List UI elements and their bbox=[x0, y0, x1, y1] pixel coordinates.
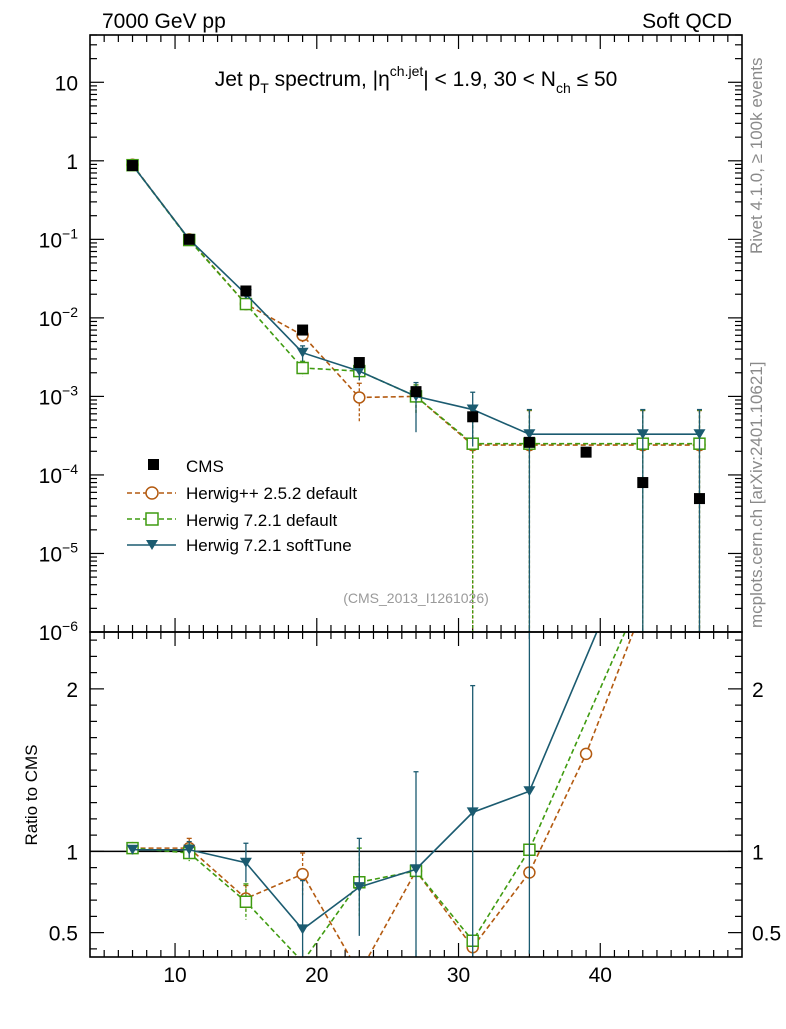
rivet-label: Rivet 4.1.0, ≥ 100k events bbox=[747, 58, 766, 254]
legend-marker-herwig721 bbox=[145, 512, 159, 526]
main-softtune-point bbox=[693, 429, 706, 440]
legend-label-softtune: Herwig 7.2.1 softTune bbox=[186, 536, 352, 555]
ratio-ytick-label: 1 bbox=[66, 841, 78, 864]
ratio-herwigpp-line bbox=[132, 632, 635, 957]
ratio-herwigpp-point bbox=[296, 867, 309, 881]
main-data-point bbox=[410, 386, 422, 398]
ratio-softtune-point bbox=[523, 786, 536, 797]
ratio-softtune-point bbox=[353, 882, 366, 893]
main-data-point bbox=[637, 477, 649, 489]
ratio-ytick-label: 2 bbox=[66, 679, 78, 702]
main-series-layer bbox=[126, 158, 706, 632]
main-ytick-label: 10−5 bbox=[39, 539, 79, 566]
ratio-frame bbox=[89, 631, 743, 958]
ratio-ytick-label: 0.5 bbox=[49, 923, 78, 946]
ratio-xtick-label: 20 bbox=[305, 964, 328, 987]
ratio-softtune-point bbox=[239, 857, 252, 868]
main-title: Jet pT spectrum, |ηch.jet| < 1.9, 30 < N… bbox=[215, 63, 618, 96]
ratio-softtune-point bbox=[410, 864, 422, 875]
main-axes: 10 1 10−1 10−2 10−3 10−4 10−5 10−6 bbox=[39, 34, 742, 645]
main-softtune-point bbox=[466, 404, 479, 415]
main-data-point bbox=[580, 446, 592, 458]
ratio-ytick-label-right: 1 bbox=[752, 841, 764, 864]
main-softtune-point bbox=[523, 429, 536, 440]
main-data-point bbox=[240, 285, 252, 297]
main-data-point bbox=[467, 411, 479, 423]
main-ytick-label: 10 bbox=[55, 72, 78, 95]
main-ytick-label: 1 bbox=[66, 151, 78, 174]
ratio-herwig721-point bbox=[239, 895, 253, 908]
main-data-point bbox=[183, 233, 195, 245]
main-data-point bbox=[523, 436, 535, 448]
main-ytick-label: 10−2 bbox=[39, 304, 79, 331]
legend: CMS Herwig++ 2.5.2 default Herwig 7.2.1 … bbox=[127, 457, 357, 555]
ratio-xtick-label: 10 bbox=[163, 964, 186, 987]
ratio-ytick-label-right: 0.5 bbox=[752, 923, 781, 946]
ratio-softtune-point bbox=[183, 844, 196, 855]
main-softtune-line bbox=[131, 164, 700, 436]
analysis-watermark: (CMS_2013_I1261026) bbox=[343, 590, 489, 606]
legend-label-herwig721: Herwig 7.2.1 default bbox=[186, 511, 337, 530]
main-herwig721-point bbox=[296, 361, 309, 375]
main-ytick-label: 10−6 bbox=[39, 618, 79, 645]
main-herwig721-point bbox=[239, 297, 253, 311]
ratio-softtune-point bbox=[126, 844, 139, 855]
ratio-xtick-label: 30 bbox=[447, 964, 470, 987]
ratio-series-layer bbox=[126, 632, 635, 957]
ratio-softtune-point bbox=[296, 924, 309, 935]
main-data-point bbox=[297, 324, 309, 336]
mcplots-label: mcplots.cern.ch [arXiv:2401.10621] bbox=[747, 362, 766, 628]
ratio-xtick-label: 40 bbox=[589, 964, 612, 987]
energy-label: 7000 GeV pp bbox=[102, 10, 226, 33]
main-data-point bbox=[127, 160, 139, 172]
ratio-ytick-label-right: 2 bbox=[752, 679, 764, 702]
main-data-point bbox=[353, 357, 365, 369]
main-softtune-point bbox=[353, 366, 366, 377]
legend-label-herwigpp: Herwig++ 2.5.2 default bbox=[186, 484, 357, 503]
main-ytick-label: 10−1 bbox=[39, 225, 79, 252]
main-panel: 10 1 10−1 10−2 10−3 10−4 10−5 10−6 Jet pT spect… bbox=[39, 34, 743, 645]
main-softtune-point bbox=[636, 429, 649, 440]
legend-marker-herwigpp bbox=[145, 486, 159, 500]
ratio-ylabel: Ratio to CMS bbox=[22, 744, 41, 845]
main-softtune-point bbox=[296, 347, 309, 358]
main-ytick-label: 10−3 bbox=[39, 382, 79, 409]
legend-marker-softtune bbox=[146, 540, 158, 550]
ratio-herwigpp-point bbox=[579, 747, 593, 761]
legend-label-cms: CMS bbox=[186, 457, 224, 476]
legend-marker-cms bbox=[148, 459, 159, 470]
ratio-softtune-point bbox=[466, 807, 479, 818]
main-ytick-label: 10−4 bbox=[39, 461, 79, 488]
main-herwigpp-point bbox=[353, 391, 366, 404]
category-label: Soft QCD bbox=[642, 10, 732, 33]
ratio-panel: 10 20 30 40 0.5 0.5 1 1 2 2 Ratio to CMS bbox=[22, 631, 781, 987]
main-data-point bbox=[693, 493, 705, 505]
